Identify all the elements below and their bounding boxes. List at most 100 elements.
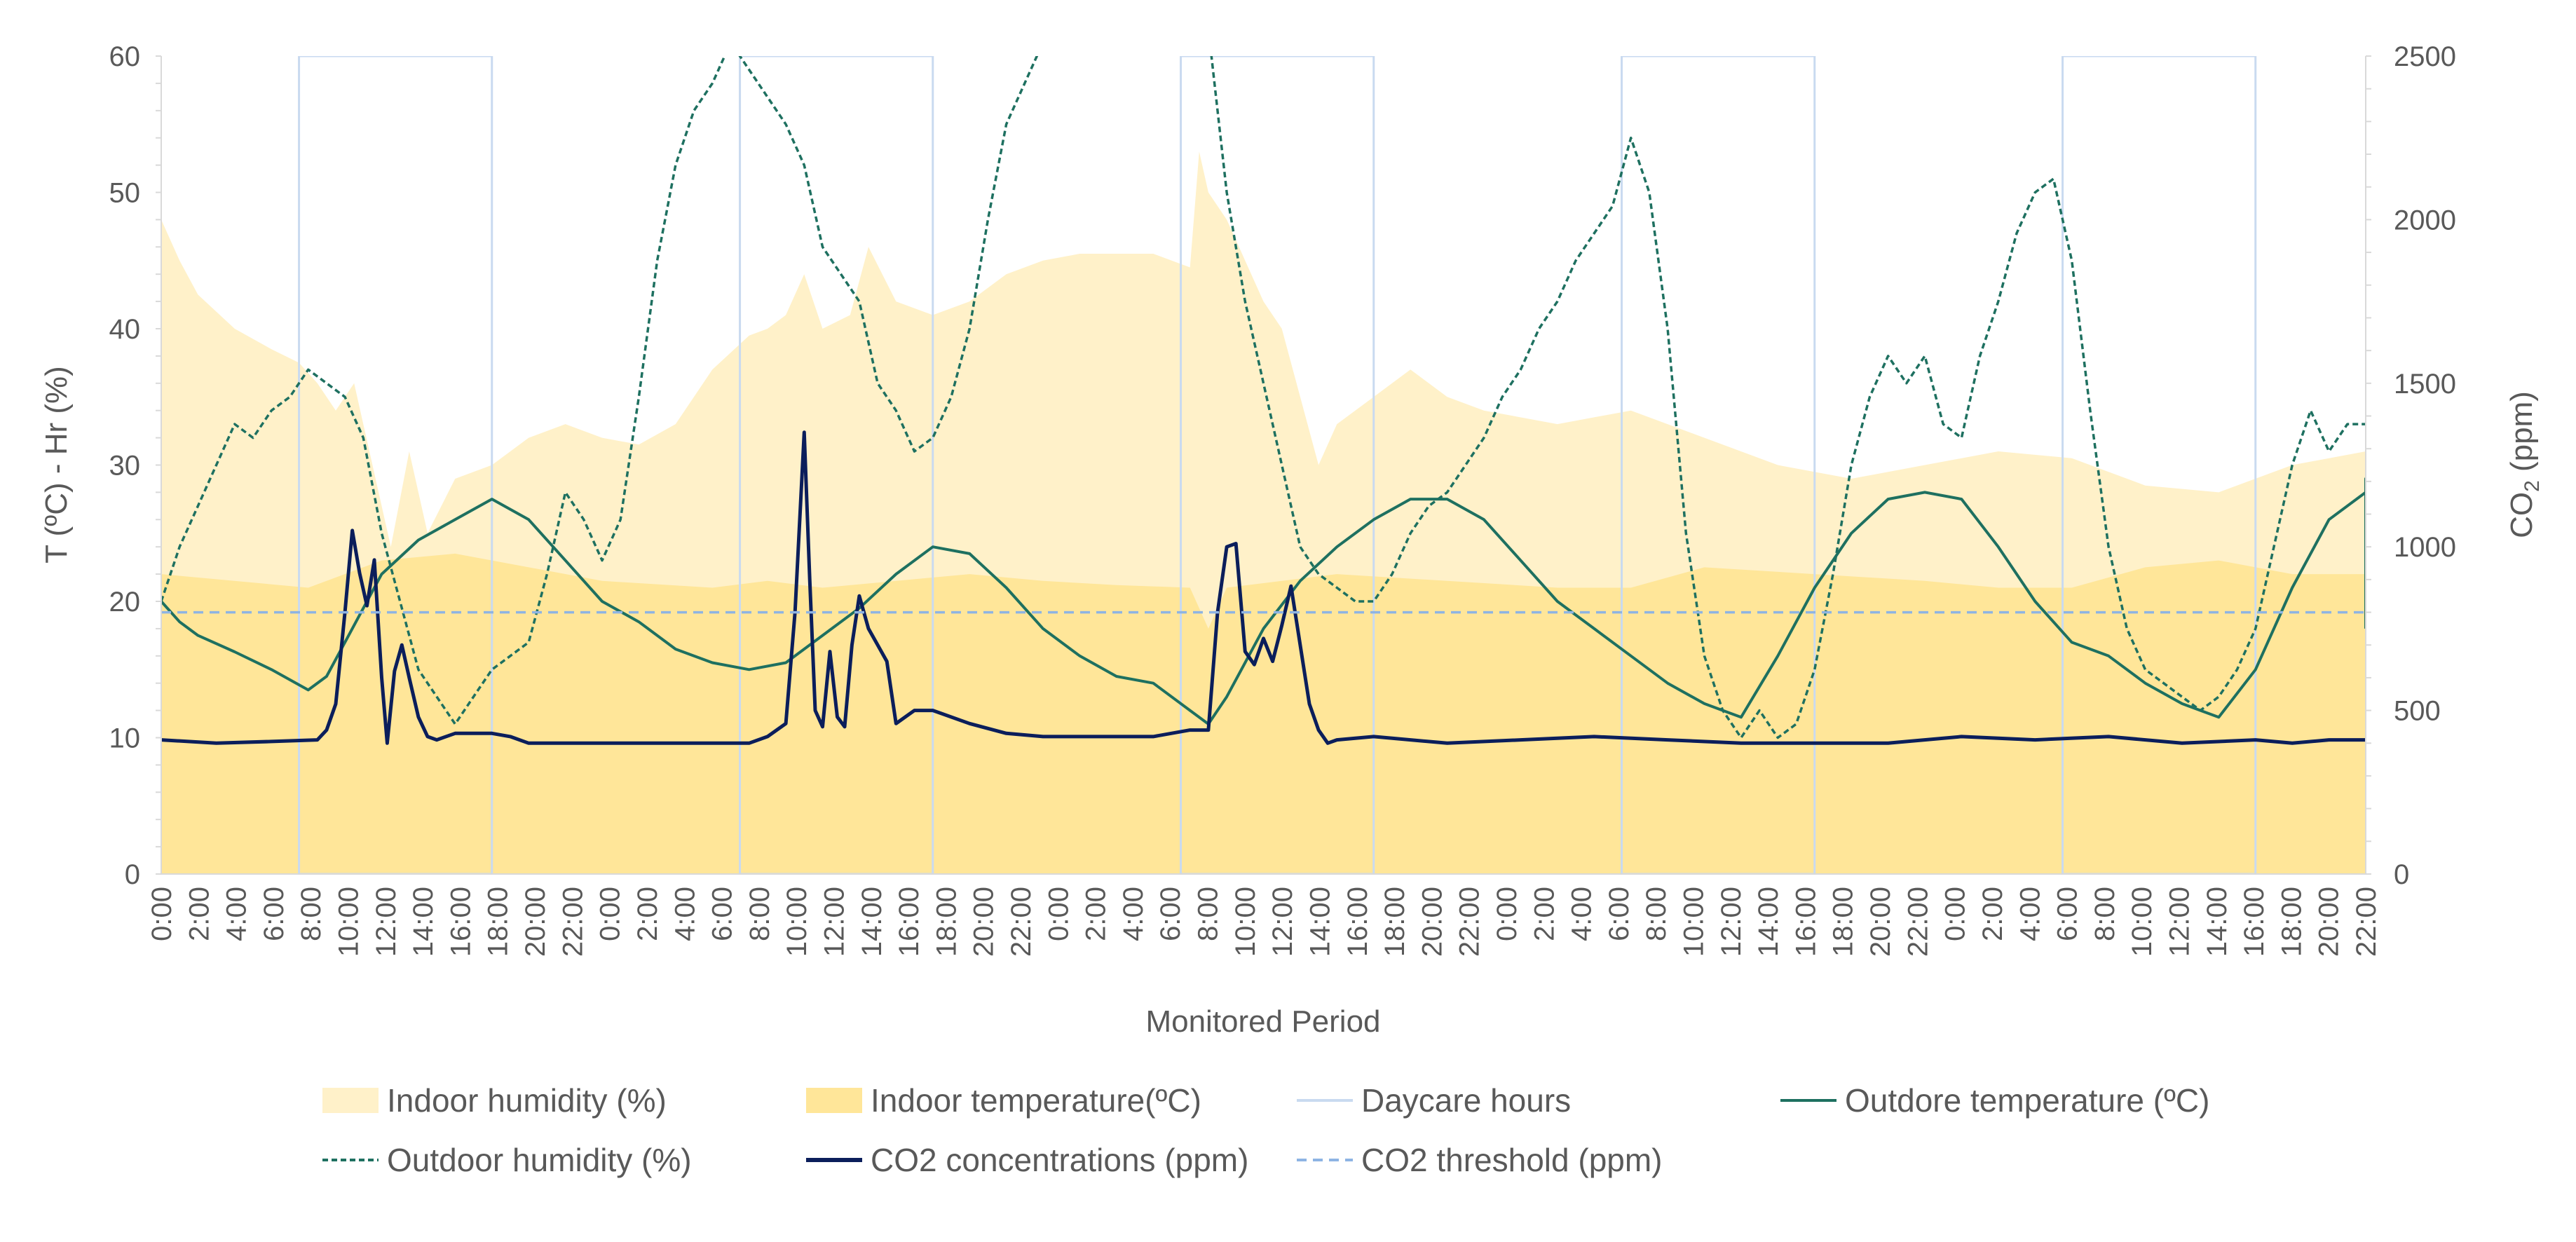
x-tick-label: 20:00 xyxy=(969,887,1000,957)
y-left-tick-label: 50 xyxy=(109,178,141,209)
x-tick-label: 2:00 xyxy=(1081,887,1112,941)
y-left-tick-label: 60 xyxy=(109,41,141,72)
x-tick-label: 4:00 xyxy=(669,887,700,941)
x-tick-label: 14:00 xyxy=(1305,887,1336,957)
x-tick-label: 2:00 xyxy=(632,887,663,941)
y-left-tick-label: 10 xyxy=(109,723,141,754)
x-tick-label: 10:00 xyxy=(334,887,364,957)
y-left-axis-title: T (ºC) - Hr (%) xyxy=(39,366,74,564)
y-right-title-main: CO xyxy=(2505,492,2539,538)
x-tick-label: 16:00 xyxy=(1790,887,1821,957)
x-tick-label: 10:00 xyxy=(782,887,812,957)
x-tick-label: 18:00 xyxy=(2276,887,2307,957)
x-tick-label: 2:00 xyxy=(1529,887,1560,941)
x-tick-label: 16:00 xyxy=(2239,887,2270,957)
x-axis-title: Monitored Period xyxy=(1145,1004,1380,1039)
x-tick-label: 4:00 xyxy=(1567,887,1597,941)
y-left-tick-label: 0 xyxy=(125,859,140,890)
x-tick-label: 12:00 xyxy=(819,887,850,957)
daycare-band-1 xyxy=(298,56,493,874)
x-tick-label: 4:00 xyxy=(2015,887,2045,941)
x-tick-label: 12:00 xyxy=(1267,887,1298,957)
x-tick-label: 22:00 xyxy=(1902,887,1933,957)
x-tick-label: 16:00 xyxy=(445,887,476,957)
y-right-ticks: 0 500 1000 1500 2000 2500 xyxy=(2366,41,2456,890)
y-left-tick-label: 30 xyxy=(109,451,141,482)
x-tick-label: 18:00 xyxy=(1379,887,1410,957)
legend-label: Daycare hours xyxy=(1361,1082,1571,1119)
x-tick-label: 14:00 xyxy=(1753,887,1784,957)
daycare-band-5 xyxy=(2062,56,2257,874)
y-right-axis-title: CO2 (ppm) xyxy=(2505,391,2544,538)
series-co2-concentrations-ppm xyxy=(161,430,2366,745)
y-right-tick-label: 2000 xyxy=(2394,205,2456,236)
x-tick-label: 8:00 xyxy=(1641,887,1672,941)
x-tick-label: 18:00 xyxy=(931,887,962,957)
x-tick-label: 2:00 xyxy=(184,887,214,941)
x-tick-label: 20:00 xyxy=(1865,887,1896,957)
x-tick-label: 12:00 xyxy=(371,887,402,957)
x-tick-label: 20:00 xyxy=(2314,887,2345,957)
x-tick-label: 4:00 xyxy=(222,887,252,941)
legend-label: Indoor humidity (%) xyxy=(387,1082,667,1119)
daycare-band-2 xyxy=(739,56,934,874)
x-tick-label: 20:00 xyxy=(520,887,551,957)
x-tick-label: 6:00 xyxy=(2052,887,2083,941)
x-tick-label: 10:00 xyxy=(1679,887,1710,957)
legend-label: Outdoor humidity (%) xyxy=(387,1142,692,1178)
x-tick-label: 14:00 xyxy=(2202,887,2233,957)
series-outdore-temperature-c xyxy=(161,477,2366,725)
x-tick-label: 6:00 xyxy=(259,887,289,941)
x-tick-label: 8:00 xyxy=(2090,887,2120,941)
x-tick-label: 2:00 xyxy=(1977,887,2008,941)
x-tick-label: 8:00 xyxy=(744,887,775,941)
legend: Indoor humidity (%) Indoor temperature(ºC… xyxy=(322,1082,2209,1178)
y-right-tick-label: 1500 xyxy=(2394,369,2456,400)
y-right-tick-label: 2500 xyxy=(2394,41,2456,72)
x-tick-label: 20:00 xyxy=(1417,887,1447,957)
legend-label: CO2 threshold (ppm) xyxy=(1361,1142,1663,1178)
y-left-ticks: 0 10 20 30 40 50 60 xyxy=(109,41,161,890)
y-right-tick-label: 1000 xyxy=(2394,532,2456,563)
x-tick-label: 12:00 xyxy=(2165,887,2195,957)
x-tick-label: 22:00 xyxy=(557,887,588,957)
x-tick-label: 8:00 xyxy=(296,887,327,941)
legend-label: Outdore temperature (ºC) xyxy=(1845,1082,2209,1119)
x-tick-label: 0:00 xyxy=(1043,887,1074,941)
x-tick-label: 0:00 xyxy=(1492,887,1522,941)
y-left-tick-label: 40 xyxy=(109,314,141,345)
x-tick-label: 0:00 xyxy=(595,887,626,941)
x-tick-label: 0:00 xyxy=(1940,887,1971,941)
x-tick-label: 22:00 xyxy=(1006,887,1037,957)
x-tick-label: 6:00 xyxy=(1155,887,1186,941)
x-tick-label: 16:00 xyxy=(1342,887,1373,957)
y-right-tick-label: 500 xyxy=(2394,696,2441,727)
series-outdoor-humidity xyxy=(161,56,2366,739)
line-layer xyxy=(161,56,2366,745)
x-tick-label: 10:00 xyxy=(1230,887,1261,957)
daycare-band-4 xyxy=(1621,56,1816,874)
daycare-band-3 xyxy=(1180,56,1375,874)
x-tick-label: 6:00 xyxy=(707,887,738,941)
x-tick-label: 16:00 xyxy=(894,887,925,957)
x-tick-label: 18:00 xyxy=(1828,887,1859,957)
y-right-title-sub: 2 xyxy=(2521,480,2544,492)
x-tick-label: 12:00 xyxy=(1716,887,1747,957)
x-tick-label: 22:00 xyxy=(2351,887,2382,957)
x-tick-label: 22:00 xyxy=(1454,887,1485,957)
x-tick-label: 0:00 xyxy=(146,887,177,941)
x-tick-label: 18:00 xyxy=(483,887,514,957)
x-tick-label: 8:00 xyxy=(1193,887,1224,941)
legend-label: CO2 concentrations (ppm) xyxy=(871,1142,1248,1178)
x-tick-label: 14:00 xyxy=(408,887,439,957)
x-tick-label: 6:00 xyxy=(1604,887,1635,941)
x-tick-label: 14:00 xyxy=(857,887,887,957)
legend-swatch xyxy=(806,1088,862,1113)
x-tick-label: 4:00 xyxy=(1118,887,1149,941)
y-right-title-suffix: (ppm) xyxy=(2505,391,2539,480)
x-tick-labels: 0:00 2:00 4:00 6:00 8:00 10:00 12:00 14:00 16:00… xyxy=(146,887,2382,957)
y-right-tick-label: 0 xyxy=(2394,859,2409,890)
legend-swatch xyxy=(322,1088,379,1113)
legend-label: Indoor temperature(ºC) xyxy=(871,1082,1201,1119)
